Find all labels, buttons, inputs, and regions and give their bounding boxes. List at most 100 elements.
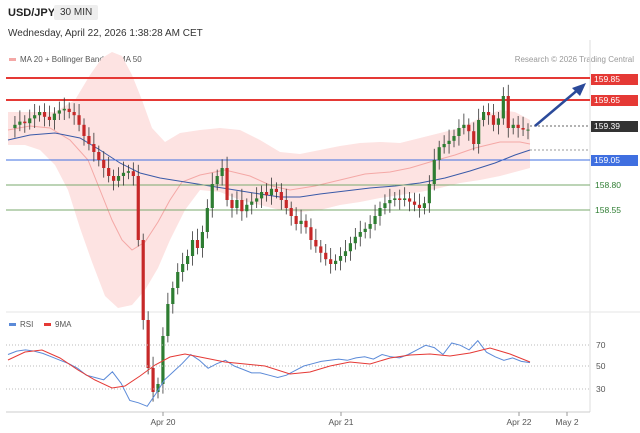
candle-body [72, 112, 76, 116]
legend-label-ma20: MA 20 + Bollinger Bands [20, 55, 108, 64]
candle-body [52, 113, 56, 120]
candle-body [368, 224, 372, 229]
candle-body [161, 336, 165, 384]
candle-body [102, 160, 106, 168]
x-tick-label-apr21: Apr 21 [328, 417, 354, 427]
candle-body [388, 200, 392, 204]
candle-body [200, 232, 204, 248]
candle-body [289, 208, 293, 216]
candle-body [373, 216, 377, 224]
candle-body [146, 320, 150, 368]
candle-body [136, 176, 140, 240]
candle-body [412, 201, 417, 205]
candle-body [511, 124, 515, 128]
candle-body [116, 176, 121, 181]
price-tag-last: 159.39 [591, 121, 638, 132]
rsi-axis-30: 30 [596, 384, 606, 394]
candle-body [358, 232, 362, 237]
candle-body [338, 256, 343, 261]
candle-body [28, 118, 32, 124]
candle-body [279, 192, 283, 200]
candle-body [408, 198, 412, 202]
candle-body [378, 208, 382, 216]
candle-body [107, 168, 111, 176]
x-tick-label-apr20: Apr 20 [150, 417, 176, 427]
candle-body [92, 144, 96, 152]
candle-body [363, 228, 367, 232]
candle-body [482, 112, 486, 120]
candles [13, 84, 530, 402]
candle-body [225, 168, 229, 200]
candle-body [33, 115, 37, 119]
candle-body [427, 184, 431, 204]
candle-body [343, 251, 348, 256]
x-tick-label-may2: May 2 [555, 417, 579, 427]
candle-body [190, 240, 195, 256]
candle-body [516, 124, 520, 128]
candle-body [131, 171, 135, 176]
x-tick-label-apr22: Apr 22 [506, 417, 532, 427]
candle-body [477, 120, 481, 144]
candle-body [13, 124, 17, 128]
candle-body [353, 236, 357, 244]
legend-swatch-rsi [9, 323, 16, 327]
candle-body [121, 172, 126, 176]
candle-body [18, 121, 22, 125]
candle-body [245, 204, 249, 212]
bollinger-band [8, 52, 530, 308]
candle-body [171, 288, 175, 304]
price-tag-resistance-1: 159.65 [591, 95, 638, 106]
candle-body [319, 246, 323, 253]
candle-body [294, 216, 298, 224]
candle-body [274, 188, 278, 192]
chart-datetime: Wednesday, April 22, 2026 1:38:28 AM CET [8, 28, 203, 39]
candle-body [87, 136, 91, 144]
candle-body [403, 198, 407, 200]
support-label-1: 158.80 [595, 180, 621, 190]
projection-arrow [534, 87, 581, 127]
candle-body [521, 128, 525, 130]
symbol-label: USD/JPY [8, 7, 56, 19]
candle-body [181, 264, 185, 272]
candle-body [472, 131, 476, 144]
candle-body [398, 198, 402, 200]
candle-body [235, 200, 239, 208]
candle-body [67, 108, 71, 112]
timeframe-button[interactable]: 30 MIN [54, 5, 99, 20]
price-tag-pivot: 159.05 [591, 155, 638, 166]
credit-text: Research © 2026 Trading Central [514, 55, 634, 64]
candle-body [329, 259, 333, 264]
candle-body [23, 121, 27, 124]
candle-body [141, 240, 145, 320]
candle-body [496, 118, 500, 125]
legend-swatch-9ma [44, 323, 51, 327]
legend-rsi: RSI [9, 320, 33, 329]
candle-body [42, 112, 47, 117]
candle-body [240, 200, 244, 212]
chart-header: USD/JPY 30 MIN [0, 0, 640, 26]
price-tag-resistance-2: 159.85 [591, 74, 638, 85]
candle-body [393, 198, 397, 200]
candle-body [255, 198, 259, 202]
rsi-ma-line [7, 347, 531, 389]
candle-body [452, 136, 456, 141]
candle-body [112, 176, 116, 181]
candle-body [299, 220, 303, 224]
candle-body [176, 272, 180, 288]
candle-body [230, 200, 234, 208]
candle-body [151, 368, 155, 392]
rsi-line [7, 339, 531, 407]
candle-body [284, 200, 288, 208]
legend-label-9ma: 9MA [55, 320, 72, 329]
candle-body [215, 176, 219, 184]
candle-body [314, 240, 318, 247]
ma50-line [7, 132, 531, 198]
projection-arrowhead [572, 83, 586, 96]
candle-body [437, 147, 441, 160]
candle-body [383, 203, 387, 208]
candle-body [442, 144, 446, 148]
candle-body [506, 96, 510, 128]
candle-body [462, 124, 466, 128]
candle-body [62, 108, 66, 111]
